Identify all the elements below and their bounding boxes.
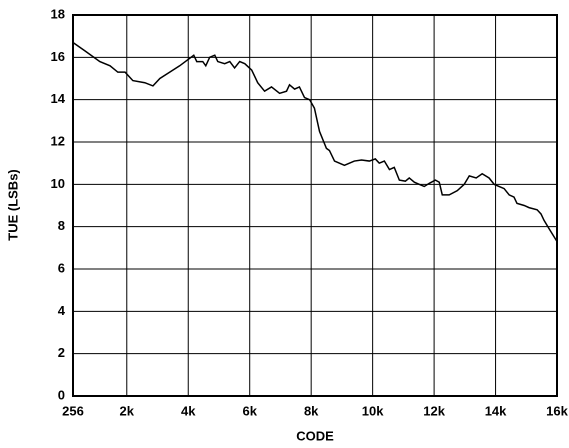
y-tick-label: 14: [51, 91, 66, 106]
x-tick-label: 6k: [242, 403, 257, 418]
x-tick-label: 10k: [362, 403, 384, 418]
y-tick-label: 0: [58, 387, 65, 402]
y-tick-label: 10: [51, 176, 65, 191]
y-tick-label: 4: [58, 303, 66, 318]
x-tick-label: 14k: [485, 403, 507, 418]
y-tick-label: 2: [58, 345, 65, 360]
x-tick-label: 2k: [120, 403, 135, 418]
data-line: [72, 41, 558, 242]
x-tick-label: 4k: [181, 403, 196, 418]
y-axis-label: TUE (LSBs): [5, 169, 20, 241]
y-tick-label: 6: [58, 260, 65, 275]
x-tick-label: 256: [62, 403, 84, 418]
y-tick-label: 8: [58, 218, 65, 233]
x-tick-label: 16k: [546, 403, 568, 418]
y-tick-label: 12: [51, 133, 65, 148]
x-tick-label: 8k: [304, 403, 319, 418]
y-tick-label: 18: [51, 6, 65, 21]
plot-frame: [72, 14, 558, 397]
x-axis-label: CODE: [296, 428, 334, 443]
y-tick-label: 16: [51, 49, 65, 64]
x-tick-label: 12k: [423, 403, 445, 418]
